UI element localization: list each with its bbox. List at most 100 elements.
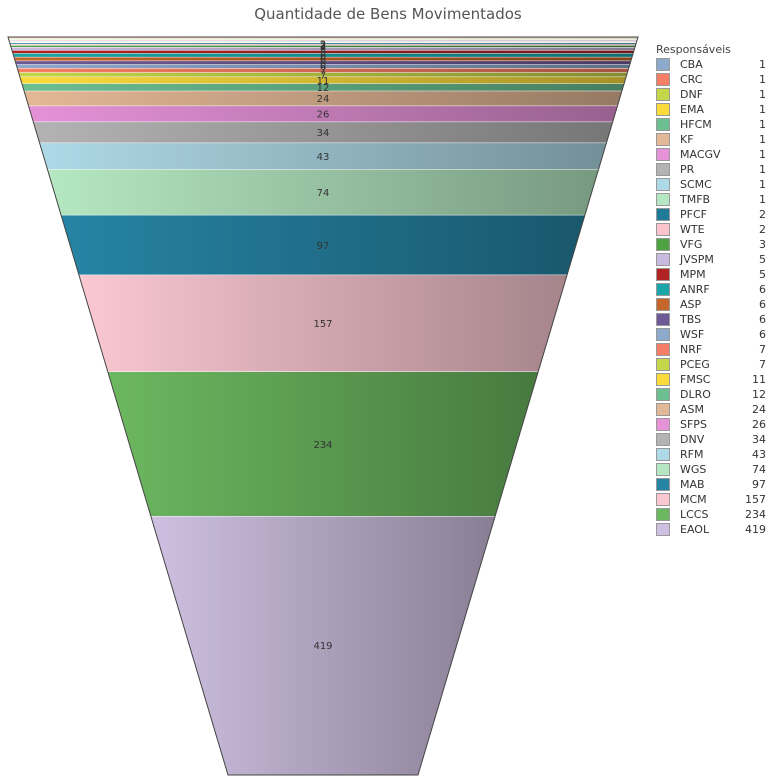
legend-item[interactable]: CRC 1 (656, 72, 774, 87)
legend-value: 74 (752, 463, 766, 476)
funnel-segment-shade (24, 91, 622, 107)
legend-item[interactable]: ASP 6 (656, 297, 774, 312)
legend-item[interactable]: NRF 7 (656, 342, 774, 357)
legend-value: 1 (759, 73, 766, 86)
legend-item[interactable]: MPM 5 (656, 267, 774, 282)
legend-item[interactable]: LCCS 234 (656, 507, 774, 522)
legend-label: PR (680, 163, 695, 176)
legend-item[interactable]: WGS 74 (656, 462, 774, 477)
legend-value: 26 (752, 418, 766, 431)
legend-item[interactable]: PFCF 2 (656, 207, 774, 222)
funnel-segment-shade (33, 122, 613, 144)
legend-item[interactable]: MCM 157 (656, 492, 774, 507)
legend-value: 3 (759, 238, 766, 251)
legend-item[interactable]: JVSPM 5 (656, 252, 774, 267)
legend-label: WSF (680, 328, 705, 341)
legend-item[interactable]: KF 1 (656, 132, 774, 147)
legend-value: 5 (759, 253, 766, 266)
legend-label: SFPS (680, 418, 707, 431)
legend-value: 43 (752, 448, 766, 461)
chart-title: Quantidade de Bens Movimentados (254, 5, 522, 23)
legend-item[interactable]: RFM 43 (656, 447, 774, 462)
legend-label: CRC (680, 73, 703, 86)
legend-swatch (656, 283, 670, 296)
funnel-segment-shade (47, 169, 599, 216)
legend-label: MAB (680, 478, 705, 491)
legend-item[interactable]: EMA 1 (656, 102, 774, 117)
legend-item[interactable]: FMSC 11 (656, 372, 774, 387)
legend-label: WTE (680, 223, 705, 236)
legend-item[interactable]: WTE 2 (656, 222, 774, 237)
legend-item[interactable]: SCMC 1 (656, 177, 774, 192)
legend-item[interactable]: PR 1 (656, 162, 774, 177)
legend-label: ASM (680, 403, 704, 416)
legend-swatch (656, 328, 670, 341)
legend-swatch (656, 418, 670, 431)
segment-value-label: 2 (320, 41, 326, 52)
legend-swatch (656, 58, 670, 71)
legend-label: FMSC (680, 373, 711, 386)
legend-item[interactable]: CBA 1 (656, 57, 774, 72)
legend-title: Responsáveis (656, 43, 731, 56)
legend-item[interactable]: WSF 6 (656, 327, 774, 342)
legend-item[interactable]: PCEG 7 (656, 357, 774, 372)
legend-value: 234 (745, 508, 766, 521)
funnel-segment-shade (11, 47, 635, 51)
legend-swatch (656, 388, 670, 401)
legend-label: SCMC (680, 178, 712, 191)
legend-value: 1 (759, 163, 766, 176)
funnel-segment-shade (17, 68, 629, 73)
legend-swatch (656, 148, 670, 161)
funnel-outline (7, 36, 639, 776)
legend-value: 7 (759, 358, 766, 371)
legend-swatch (656, 268, 670, 281)
legend-value: 5 (759, 268, 766, 281)
funnel-segment-shade (18, 72, 628, 78)
legend-item[interactable]: ASM 24 (656, 402, 774, 417)
legend-label: KF (680, 133, 694, 146)
legend-swatch (656, 133, 670, 146)
legend-label: RFM (680, 448, 704, 461)
legend-item[interactable]: VFG 3 (656, 237, 774, 252)
legend-item[interactable]: DLRO 12 (656, 387, 774, 402)
legend-item[interactable]: MAB 97 (656, 477, 774, 492)
segment-value-label: 5 (320, 48, 326, 59)
legend-value: 11 (752, 373, 766, 386)
legend-value: 1 (759, 103, 766, 116)
legend-item[interactable]: DNF 1 (656, 87, 774, 102)
segment-value-label: 6 (320, 58, 326, 69)
legend-item[interactable]: SFPS 26 (656, 417, 774, 432)
legend-value: 97 (752, 478, 766, 491)
funnel-segment-shade (12, 50, 634, 54)
legend-item[interactable]: HFCM 1 (656, 117, 774, 132)
funnel-segment-shade (28, 106, 618, 123)
legend-item[interactable]: DNV 34 (656, 432, 774, 447)
segment-value-label: 43 (317, 152, 330, 163)
legend-swatch (656, 343, 670, 356)
legend-label: VFG (680, 238, 703, 251)
legend-item[interactable]: MACGV 1 (656, 147, 774, 162)
legend-swatch (656, 73, 670, 86)
legend-swatch (656, 448, 670, 461)
legend-item[interactable]: EAOL 419 (656, 522, 774, 537)
legend-swatch (656, 463, 670, 476)
legend-label: DNV (680, 433, 705, 446)
funnel-segment-shade (16, 64, 630, 69)
segment-value-label: 3 (320, 42, 326, 53)
funnel-segment-shade (19, 77, 627, 84)
legend-item[interactable]: ANRF 6 (656, 282, 774, 297)
segment-value-label: 234 (313, 440, 332, 451)
legend-swatch (656, 478, 670, 491)
segment-value-label: 6 (320, 62, 326, 73)
funnel-segment-shade (150, 516, 496, 775)
legend-label: EAOL (680, 523, 710, 536)
legend-label: MACGV (680, 148, 721, 161)
legend-item[interactable]: TBS 6 (656, 312, 774, 327)
legend-label: TBS (680, 313, 702, 326)
legend-label: NRF (680, 343, 703, 356)
legend-item[interactable]: TMFB 1 (656, 192, 774, 207)
legend-value: 2 (759, 208, 766, 221)
legend-swatch (656, 208, 670, 221)
segment-value-label: 5 (320, 45, 326, 56)
legend-swatch (656, 238, 670, 251)
